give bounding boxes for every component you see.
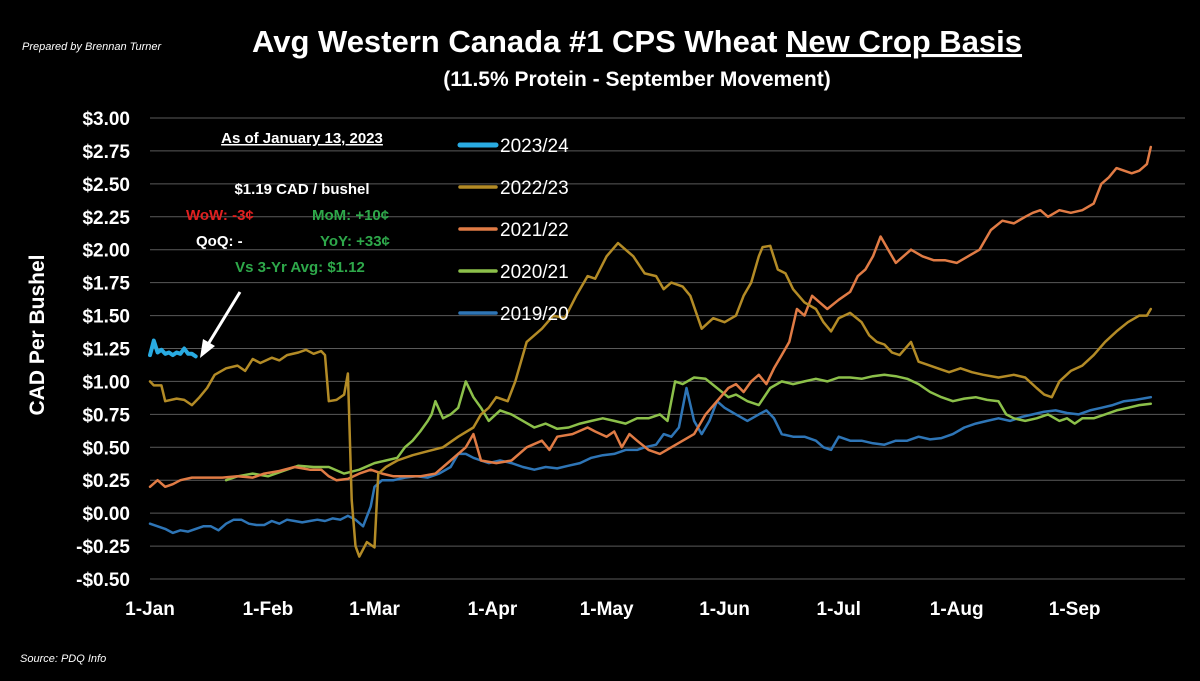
series-line-2019-20 [148, 386, 1153, 535]
x-tick-label: 1-May [580, 599, 634, 620]
x-tick-label: 1-Jun [699, 599, 750, 620]
price-label: $1.19 CAD / bushel [234, 181, 369, 198]
chart-title-underlined: New Crop Basis [786, 24, 1022, 59]
y-tick-label: $0.50 [82, 438, 130, 459]
x-axis-ticks: 1-Jan 1-Feb 1-Mar 1-Apr 1-May 1-Jun 1-Jul 1-Aug… [125, 599, 1100, 620]
y-tick-label: $1.75 [82, 274, 130, 295]
arrow-annotation [200, 291, 242, 358]
x-tick-label: 1-Feb [243, 599, 294, 620]
series-line-2020-21 [224, 373, 1153, 482]
wow-label: WoW: -3¢ [186, 207, 254, 224]
y-tick-label: $1.25 [82, 340, 130, 361]
qoq-label: QoQ: - [196, 233, 243, 250]
chart-subtitle: (11.5% Protein - September Movement) [443, 68, 830, 91]
vs-3yr-avg-label: Vs 3-Yr Avg: $1.12 [235, 259, 365, 276]
series-line-2023-24 [148, 338, 198, 359]
arrow-head [200, 339, 215, 358]
legend-label-2023-24: 2023/24 [500, 136, 569, 157]
y-tick-label: -$0.25 [76, 537, 130, 558]
legend-label-2022-23: 2022/23 [500, 178, 569, 199]
legend-label-2020-21: 2020/21 [500, 262, 569, 283]
y-tick-label: -$0.50 [76, 570, 130, 591]
y-tick-label: $2.25 [82, 208, 130, 229]
prepared-by-note: Prepared by Brennan Turner [22, 41, 163, 53]
legend-label-2021-22: 2021/22 [500, 220, 569, 241]
as-of-date: As of January 13, 2023 [221, 130, 383, 147]
y-tick-label: $2.00 [82, 241, 130, 262]
y-axis-label: CAD Per Bushel [26, 254, 49, 415]
x-tick-label: 1-Sep [1049, 599, 1101, 620]
y-tick-label: $0.75 [82, 405, 130, 426]
y-tick-label: $0.25 [82, 471, 130, 492]
y-tick-label: $0.00 [82, 504, 130, 525]
y-tick-label: $1.00 [82, 372, 130, 393]
arrow-shaft [205, 291, 242, 347]
source-note: Source: PDQ Info [20, 653, 106, 665]
y-tick-label: $2.50 [82, 175, 130, 196]
series-line-2022-23 [148, 241, 1153, 558]
x-tick-label: 1-Aug [930, 599, 984, 620]
series-line-2021-22 [148, 145, 1153, 489]
x-tick-label: 1-Mar [349, 599, 400, 620]
y-tick-label: $2.75 [82, 142, 130, 163]
chart-title-prefix: Avg Western Canada #1 CPS Wheat [252, 24, 786, 59]
x-tick-label: 1-Jan [125, 599, 175, 620]
y-tick-label: $3.00 [82, 109, 130, 130]
series-lines [148, 145, 1153, 558]
x-tick-label: 1-Apr [468, 599, 518, 620]
y-axis-ticks: -$0.50 -$0.25 $0.00 $0.25 $0.50 $0.75 $1.00 $1.… [76, 109, 130, 591]
stats-annotation: As of January 13, 2023 $1.19 CAD / bushe… [186, 130, 390, 276]
chart-title: Avg Western Canada #1 CPS Wheat New Crop… [252, 24, 1022, 59]
y-tick-label: $1.50 [82, 307, 130, 328]
x-tick-label: 1-Jul [817, 599, 861, 620]
yoy-label: YoY: +33¢ [320, 233, 390, 250]
legend: 2023/24 2022/23 2021/22 2020/21 2019/20 [457, 136, 569, 325]
legend-label-2019-20: 2019/20 [500, 304, 569, 325]
mom-label: MoM: +10¢ [312, 207, 389, 224]
